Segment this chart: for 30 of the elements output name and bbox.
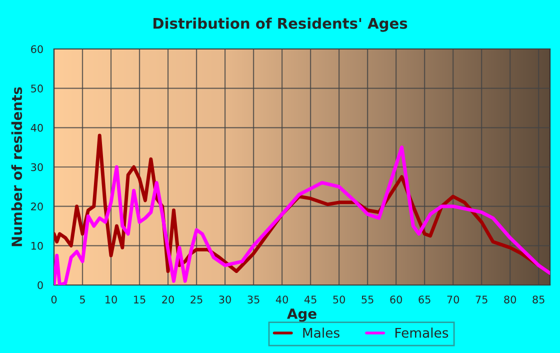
x-tick-label: 60	[390, 296, 402, 304]
x-tick-label: 75	[476, 296, 488, 304]
x-tick-label: 65	[418, 296, 430, 304]
y-tick-label: 0	[38, 281, 43, 290]
legend-label: Females	[395, 328, 448, 338]
x-tick-label: 0	[51, 296, 57, 304]
y-tick-label: 50	[31, 84, 43, 92]
x-tick-label: 35	[248, 296, 260, 304]
x-tick-label: 85	[532, 296, 544, 304]
y-tick-label: 30	[31, 163, 43, 172]
x-tick-label: 40	[276, 296, 288, 304]
x-tick-label: 80	[504, 296, 516, 304]
x-tick-label: 70	[447, 296, 460, 304]
y-tick-label: 40	[30, 124, 43, 132]
x-tick-label: 20	[162, 296, 174, 304]
chart-title: Distribution of Residents' Ages	[154, 18, 408, 32]
y-tick-label: 10	[31, 242, 43, 250]
x-tick-label: 50	[333, 296, 345, 304]
x-tick-label: 55	[362, 296, 374, 304]
y-tick-label: 20	[31, 202, 43, 210]
x-tick-label: 25	[190, 296, 202, 304]
x-axis-title: Age	[287, 308, 316, 322]
x-tick-label: 45	[304, 296, 316, 304]
x-tick-label: 10	[106, 296, 117, 304]
x-tick-label: 5	[80, 296, 85, 304]
x-tick-label: 15	[134, 296, 146, 304]
x-tick-label: 30	[219, 296, 231, 304]
legend-label: Males	[303, 328, 340, 338]
y-tick-label: 60	[31, 45, 43, 54]
y-axis-title: Number of residents	[11, 87, 22, 246]
